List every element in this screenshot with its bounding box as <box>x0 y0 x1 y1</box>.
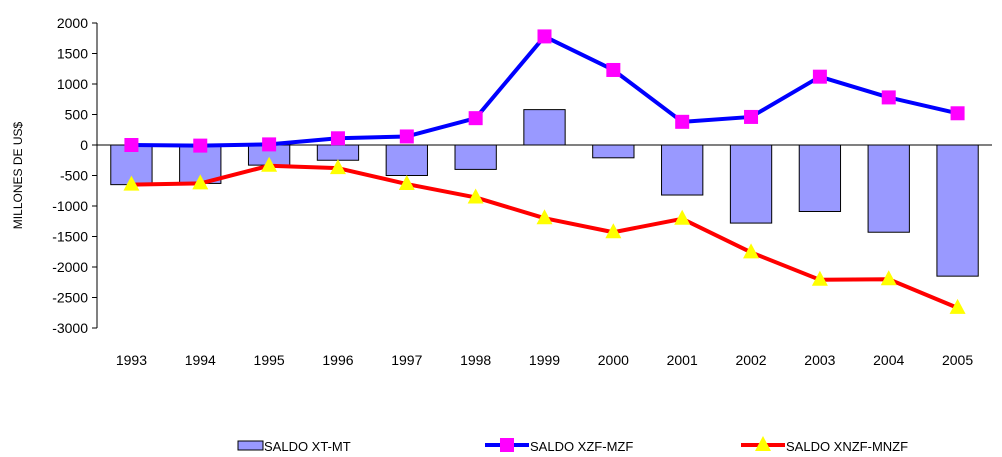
y-axis: 2000 1500 1000 500 0 -500 -1000 -1500 -2000 -2500… <box>11 15 98 336</box>
y-tick-label: -2000 <box>52 259 88 275</box>
marker-square-2001 <box>675 114 690 129</box>
x-tick-label: 2004 <box>873 352 904 368</box>
marker-triangle-2005 <box>949 298 966 314</box>
x-tick-label: 2001 <box>667 352 698 368</box>
bar-2001 <box>661 144 704 196</box>
marker-square-2000 <box>606 62 621 77</box>
x-tick-label: 1997 <box>391 352 422 368</box>
y-tick-label: 500 <box>65 107 89 123</box>
y-tick-label: -2500 <box>52 290 88 306</box>
legend-label: SALDO XZF-MZF <box>530 439 633 454</box>
marker-square-2003 <box>812 69 827 84</box>
x-tick-label: 2003 <box>804 352 835 368</box>
y-tick-label: 2000 <box>57 15 88 31</box>
y-tick-label: 1500 <box>57 46 88 62</box>
x-axis: 1993 1994 1995 1996 1997 1998 1999 2000 2001 2002… <box>97 144 992 368</box>
marker-triangle-2000 <box>605 223 622 239</box>
bar-2002 <box>729 144 773 224</box>
marker-square-1998 <box>468 111 483 126</box>
y-tick-label: 0 <box>80 137 88 153</box>
marker-square-1997 <box>399 129 414 144</box>
bar-2004 <box>867 144 910 233</box>
marker-square-2002 <box>744 109 759 124</box>
marker-triangle-1995 <box>261 156 278 172</box>
marker-triangle-1994 <box>192 174 209 190</box>
y-tick-label: 1000 <box>57 76 88 92</box>
legend-item: SALDO XZF-MZF <box>485 438 633 454</box>
marker-triangle-2003 <box>811 270 828 286</box>
marker-triangle-1998 <box>467 188 484 204</box>
legend-label: SALDO XT-MT <box>264 439 351 454</box>
legend-marker-square <box>500 438 514 452</box>
x-tick-label: 1998 <box>460 352 491 368</box>
y-axis-title: MILLONES DE US$ <box>11 121 25 229</box>
legend-item: SALDO XNZF-MNZF <box>741 436 908 454</box>
marker-triangle-2004 <box>880 270 897 286</box>
legend-swatch-bar <box>237 440 264 451</box>
marker-square-1999 <box>537 29 552 44</box>
bar-1999 <box>523 109 566 146</box>
marker-triangle-1997 <box>398 175 415 191</box>
x-tick-label: 1996 <box>322 352 353 368</box>
marker-square-2005 <box>950 106 965 121</box>
marker-triangle-2001 <box>674 209 691 225</box>
bar-2005 <box>936 144 979 277</box>
marker-square-1996 <box>330 131 345 146</box>
x-tick-label: 1995 <box>254 352 285 368</box>
legend-label: SALDO XNZF-MNZF <box>786 439 908 454</box>
y-tick-label: -3000 <box>52 320 88 336</box>
bar-2000 <box>592 144 635 159</box>
bar-2003 <box>798 144 842 212</box>
x-tick-label: 2005 <box>942 352 973 368</box>
marker-square-1994 <box>193 138 208 153</box>
legend: SALDO XT-MT SALDO XZF-MZF SALDO XNZF-MNZF <box>237 436 908 454</box>
legend-item: SALDO XT-MT <box>237 439 351 454</box>
bar-series-saldo-xt-mt <box>110 109 979 277</box>
marker-square-1995 <box>262 137 277 152</box>
y-tick-label: -1000 <box>52 198 88 214</box>
x-tick-label: 1993 <box>116 352 147 368</box>
line-series <box>123 29 966 314</box>
marker-triangle-1993 <box>123 175 140 191</box>
y-tick-label: -1500 <box>52 229 88 245</box>
marker-square-2004 <box>881 90 896 105</box>
x-tick-label: 1994 <box>185 352 216 368</box>
marker-square-1993 <box>124 138 139 152</box>
marker-triangle-1999 <box>536 209 553 225</box>
marker-triangle-2002 <box>743 243 760 259</box>
x-tick-label: 2002 <box>735 352 766 368</box>
bar-1998 <box>454 144 497 170</box>
x-tick-label: 1999 <box>529 352 560 368</box>
bar-1996 <box>316 144 360 161</box>
legend-marker-triangle <box>755 436 771 451</box>
x-tick-label: 2000 <box>598 352 629 368</box>
y-tick-label: -500 <box>60 168 88 184</box>
marker-triangle-1996 <box>329 159 346 175</box>
bar-1997 <box>385 144 428 176</box>
